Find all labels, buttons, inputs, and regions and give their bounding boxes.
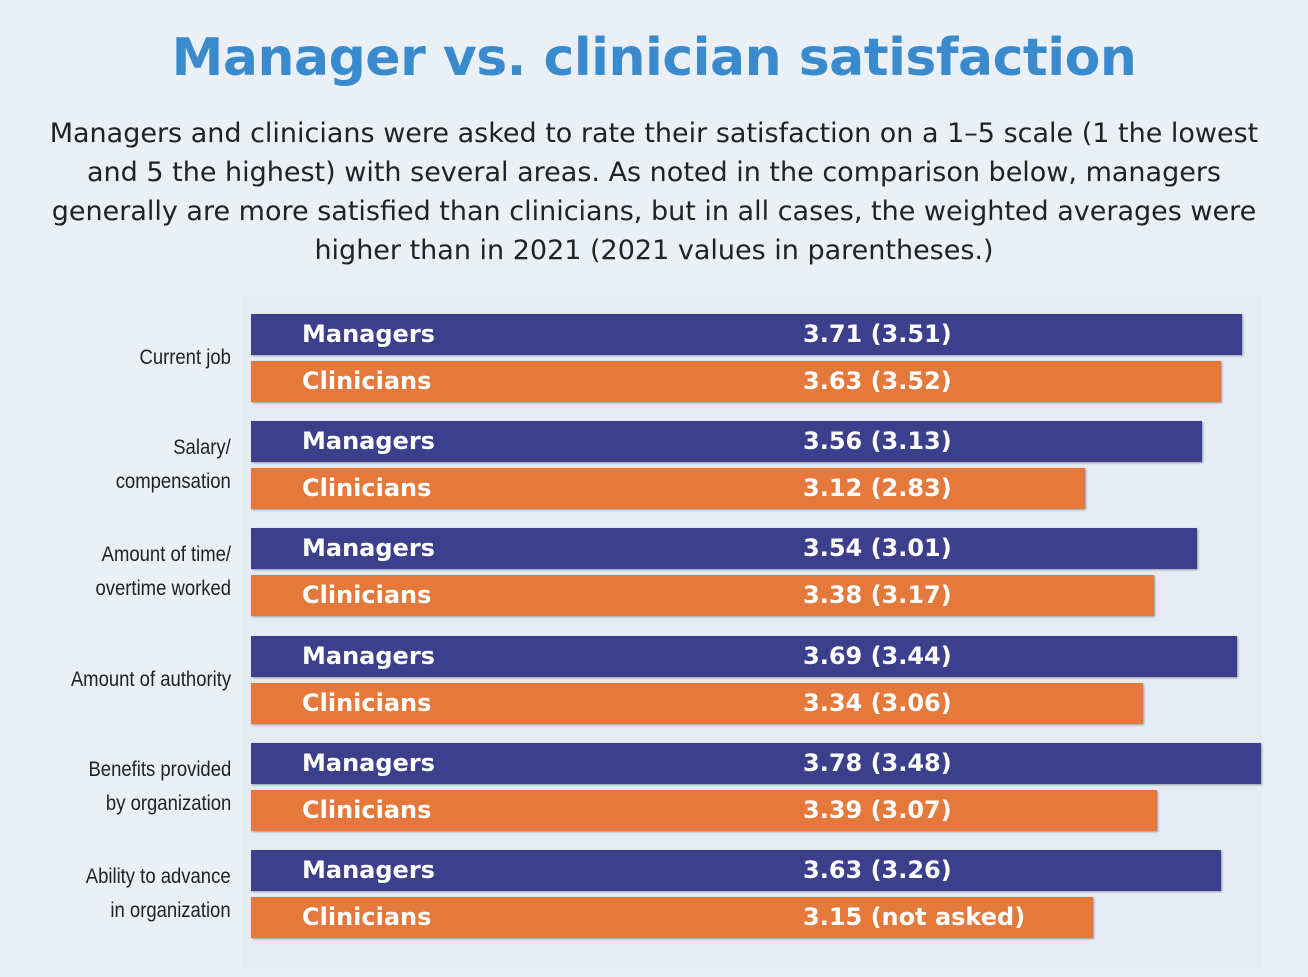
bar-clinicians [251, 682, 1143, 724]
series-name-label: Managers [302, 320, 435, 348]
bar-managers [251, 528, 1197, 570]
series-name-label: Managers [302, 534, 435, 563]
category-label: Ability to advance in organization [86, 860, 231, 928]
category-label: Benefits provided by organization [88, 753, 231, 821]
category-label-line: compensation [115, 470, 231, 494]
bar-managers [251, 850, 1221, 891]
category-label-line: by organization [105, 791, 231, 815]
bar-clinicians [251, 897, 1093, 938]
data-label: 3.39 (3.07) [803, 795, 952, 824]
series-name-label: Clinicians [302, 688, 432, 717]
series-name-label: Clinicians [302, 367, 432, 395]
data-label: 3.71 (3.51) [803, 320, 952, 348]
data-label: 3.15 (not asked) [803, 903, 1026, 931]
series-name-label: Managers [302, 641, 435, 670]
data-label: 3.38 (3.17) [803, 581, 952, 610]
bar-clinicians [251, 789, 1157, 831]
bar-managers [251, 314, 1242, 355]
bar-clinicians [251, 361, 1221, 402]
data-label: 3.34 (3.06) [803, 688, 952, 717]
data-label: 3.69 (3.44) [803, 641, 952, 670]
data-label: 3.78 (3.48) [803, 748, 952, 777]
series-name-label: Clinicians [302, 581, 432, 610]
category-label-line: Benefits provided [88, 757, 231, 781]
series-name-label: Managers [302, 427, 435, 456]
category-label-line: Salary/ [173, 436, 231, 460]
category-label-line: Amount of authority [70, 667, 231, 691]
category-label: Amount of authority [71, 663, 231, 697]
series-name-label: Clinicians [302, 474, 432, 503]
category-label: Salary/compensation [116, 431, 231, 499]
series-name-label: Managers [302, 748, 435, 777]
category-label-line: Amount of time/ [101, 543, 231, 567]
category-label-line: overtime worked [95, 577, 231, 601]
series-name-label: Managers [302, 856, 435, 884]
data-label: 3.56 (3.13) [803, 427, 952, 456]
bar-clinicians [251, 575, 1154, 617]
chart-title: Manager vs. clinician satisfaction [171, 28, 1137, 88]
data-label: 3.63 (3.26) [803, 856, 952, 884]
category-label: Current job [140, 341, 231, 375]
chart-subtitle: Managers and clinicians were asked to ra… [49, 118, 1259, 266]
data-label: 3.54 (3.01) [803, 534, 952, 563]
data-label: 3.63 (3.52) [803, 367, 952, 395]
bar-managers [251, 635, 1237, 677]
category-label: Amount of time/overtime worked [95, 538, 231, 606]
bar-managers [251, 742, 1261, 784]
category-label-line: in organization [110, 899, 231, 922]
data-label: 3.12 (2.83) [803, 474, 952, 503]
category-label-line: Current job [139, 346, 231, 369]
bar-managers [251, 421, 1202, 463]
bar-clinicians [251, 468, 1085, 510]
category-label-line: Ability to advance [86, 865, 231, 888]
series-name-label: Clinicians [302, 903, 432, 931]
series-name-label: Clinicians [302, 795, 432, 824]
